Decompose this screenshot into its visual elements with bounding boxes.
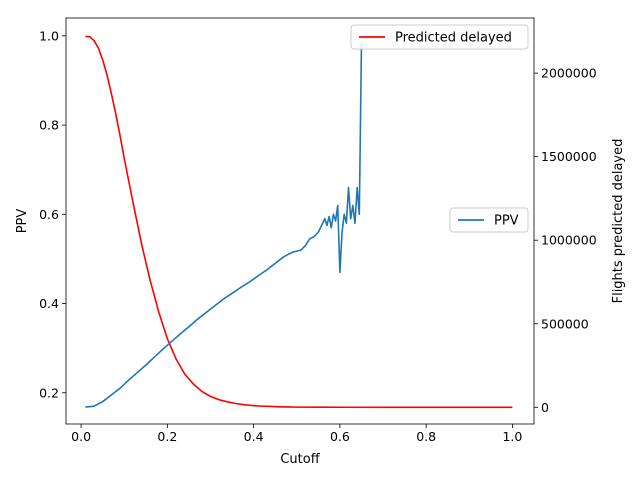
legend-label: PPV	[494, 214, 519, 229]
y-left-tick-label: 0.8	[39, 118, 59, 133]
y-left-tick-label: 0.6	[39, 207, 59, 222]
y-left-tick-label: 1.0	[39, 28, 59, 43]
y-right-tick-label: 500000	[541, 316, 589, 331]
x-tick-label: 0.0	[71, 429, 91, 444]
x-tick-label: 0.2	[157, 429, 177, 444]
y-right-tick-label: 1000000	[541, 233, 597, 248]
x-tick-label: 0.8	[416, 429, 436, 444]
legend-layer: Predicted delayed PPV	[350, 24, 529, 233]
y-right-tick-label: 0	[541, 400, 549, 415]
series-line-predicted-delayed	[85, 35, 513, 409]
y-left-tick-label: 0.4	[39, 296, 59, 311]
x-tick-label: 0.6	[330, 429, 350, 444]
legend-ppv: PPV	[449, 207, 529, 233]
legend-predicted-delayed: Predicted delayed	[350, 24, 529, 50]
x-tick-label: 0.4	[244, 429, 264, 444]
series-line-ppv	[85, 42, 363, 408]
y-left-tick-label: 0.2	[39, 385, 59, 400]
legend-label: Predicted delayed	[395, 31, 512, 46]
legend-box	[350, 24, 529, 50]
ticks-layer: 0.0 0.2 0.4 0.6 0.8 1.0 0.2 0.4 0.6 0.8 1.0 0 500000…	[39, 28, 597, 444]
y-axis-label-right: Flights predicted delayed	[611, 139, 626, 304]
legend-box	[449, 207, 529, 233]
y-right-tick-label: 1500000	[541, 149, 597, 164]
y-right-tick-label: 2000000	[541, 66, 597, 81]
y-axis-label-left: PPV	[15, 209, 30, 234]
plot-frame	[65, 17, 535, 425]
x-axis-label: Cutoff	[280, 452, 320, 467]
series-layer	[85, 35, 513, 409]
x-tick-label: 1.0	[502, 429, 522, 444]
